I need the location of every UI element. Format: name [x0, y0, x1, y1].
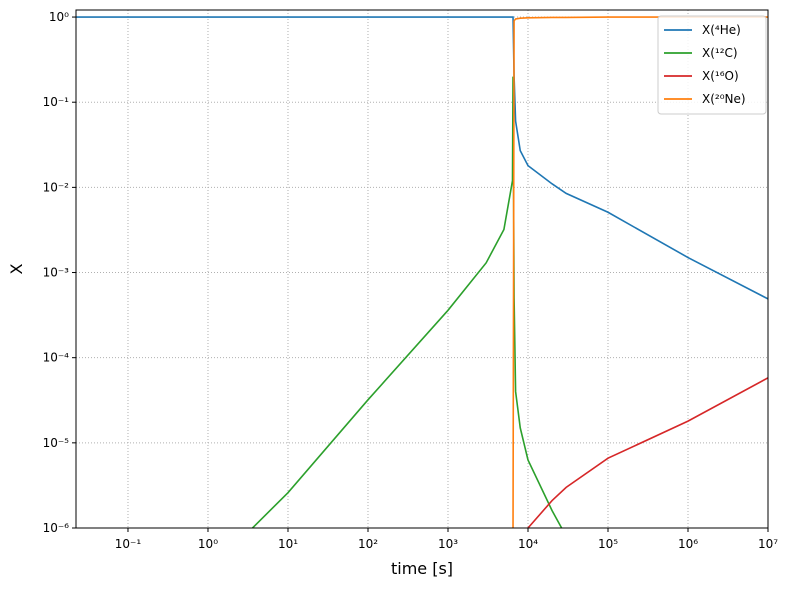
- legend-label: X(¹²C): [702, 46, 738, 60]
- series-line: [527, 377, 768, 528]
- y-tick-label: 10⁰: [49, 10, 69, 24]
- series-line: [76, 16, 768, 300]
- y-tick-label: 10⁻⁵: [43, 436, 70, 450]
- y-tick-label: 10⁻³: [43, 266, 70, 280]
- x-tick-label: 10⁵: [598, 537, 618, 551]
- legend-label: X(¹⁶O): [702, 69, 739, 83]
- x-tick-label: 10¹: [278, 537, 298, 551]
- y-tick-label: 10⁻²: [43, 180, 70, 194]
- x-tick-label: 10⁶: [678, 537, 698, 551]
- series-line: [251, 76, 563, 528]
- legend-label: X(⁴He): [702, 23, 741, 37]
- x-tick-label: 10⁰: [198, 537, 218, 551]
- y-tick-label: 10⁻¹: [43, 95, 70, 109]
- series-line: [512, 16, 768, 528]
- x-tick-label: 10²: [358, 537, 378, 551]
- y-tick-label: 10⁻⁶: [43, 521, 70, 535]
- x-tick-label: 10³: [438, 537, 458, 551]
- y-axis-label: X: [7, 263, 26, 274]
- legend-label: X(²⁰Ne): [702, 92, 746, 106]
- legend: X(⁴He) X(¹²C) X(¹⁶O) X(²⁰Ne): [657, 15, 767, 115]
- x-tick-label: 10⁴: [518, 537, 538, 551]
- x-tick-label: 10⁷: [758, 537, 778, 551]
- x-axis-label: time [s]: [391, 559, 453, 578]
- y-tick-label: 10⁻⁴: [43, 351, 70, 365]
- x-tick-label: 10⁻¹: [115, 537, 142, 551]
- plot-frame: [75, 9, 769, 529]
- legend-box: [657, 15, 767, 115]
